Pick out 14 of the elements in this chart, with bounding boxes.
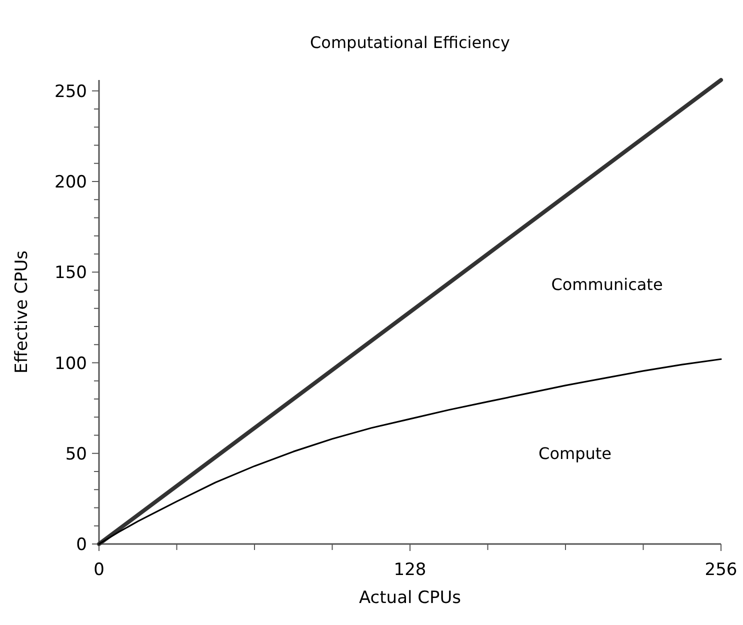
annotation: Compute: [538, 444, 612, 463]
x-tick-label: 0: [94, 560, 104, 580]
y-tick-label: 50: [65, 444, 87, 464]
chart-title: Computational Efficiency: [310, 33, 510, 52]
y-tick-label: 0: [76, 535, 87, 555]
y-tick-label: 250: [54, 82, 87, 102]
x-tick-label: 256: [704, 560, 738, 580]
x-tick-label: 128: [394, 560, 426, 580]
y-tick-label: 150: [54, 263, 87, 284]
annotation: Communicate: [551, 275, 663, 294]
x-axis-title: Actual CPUs: [358, 588, 462, 608]
y-tick-label: 100: [54, 354, 87, 374]
y-axis-title: Effective CPUs: [12, 250, 32, 374]
y-tick-label: 200: [54, 172, 87, 192]
